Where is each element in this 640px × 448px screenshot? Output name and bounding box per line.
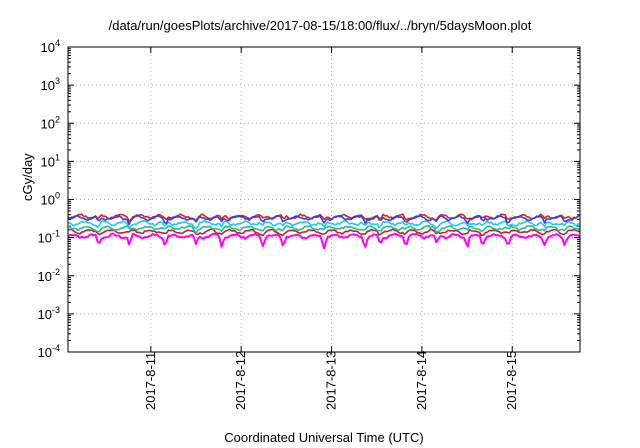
- plot-frame: [67, 46, 581, 353]
- y-tick-label: 103: [41, 76, 60, 93]
- x-tick-label: 2017-8-13: [324, 351, 339, 410]
- x-tick-label: 2017-8-15: [504, 351, 519, 410]
- series-line: [68, 228, 581, 237]
- series-line: [67, 219, 581, 230]
- y-tick-label: 10-3: [38, 305, 60, 322]
- y-tick-label: 100: [41, 191, 60, 208]
- x-axis-label: Coordinated Universal Time (UTC): [224, 430, 424, 445]
- y-tick-label: 10-2: [38, 267, 60, 284]
- x-tick-label: 2017-8-14: [414, 351, 429, 410]
- y-tick-label: 104: [41, 38, 60, 55]
- series-line: [67, 224, 581, 234]
- y-tick-label: 10-1: [38, 229, 60, 246]
- series-line: [67, 232, 581, 250]
- x-tick-label: 2017-8-11: [143, 352, 158, 410]
- chart-title: /data/run/goesPlots/archive/2017-08-15/1…: [108, 18, 532, 33]
- y-axis-label: cGy/day: [20, 153, 35, 201]
- y-tick-label: 102: [41, 114, 60, 131]
- x-tick-label: 2017-8-12: [233, 351, 248, 410]
- series-line: [67, 214, 581, 226]
- y-axis-label-text: cGy/day: [20, 153, 35, 201]
- y-tick-label: 10-4: [38, 343, 60, 360]
- y-tick-label: 101: [41, 152, 60, 169]
